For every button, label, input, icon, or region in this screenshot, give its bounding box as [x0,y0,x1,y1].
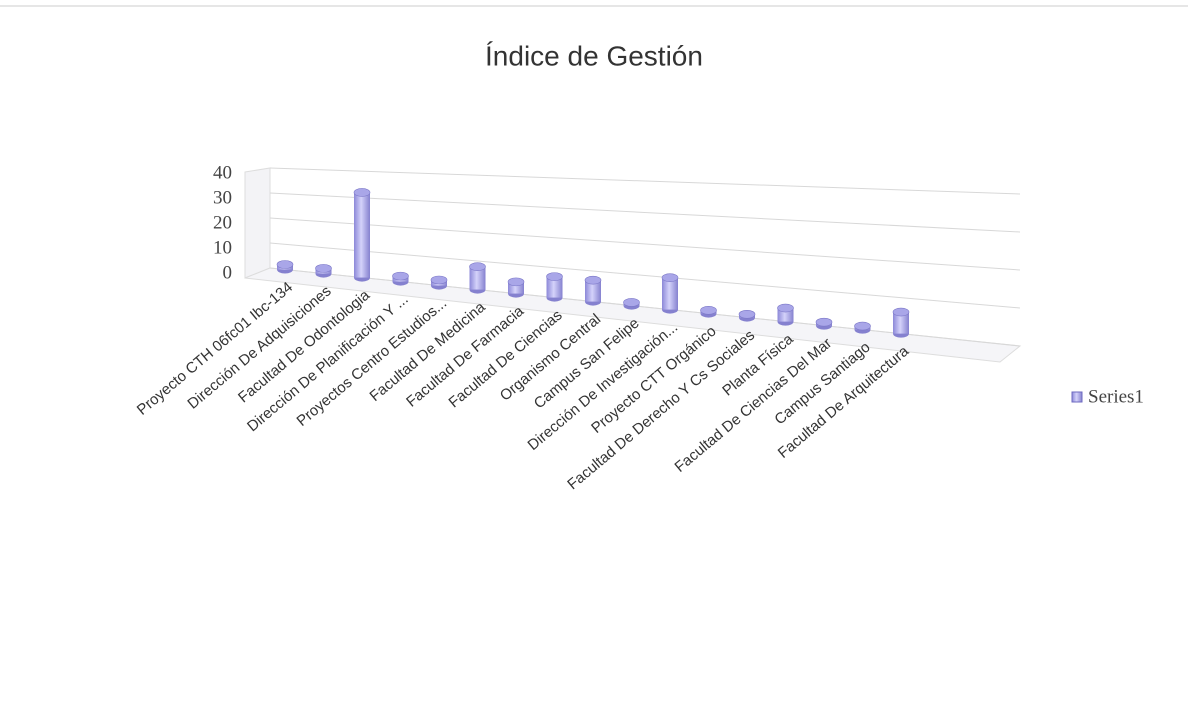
bar-top [430,275,448,285]
bar-top [315,264,332,273]
bar-top [584,275,602,285]
bar-top [623,298,640,307]
bar [662,277,678,310]
bar-top [854,321,871,331]
y-tick-label: 0 [223,262,233,283]
bar-top [738,309,756,319]
y-tick-label: 20 [213,212,232,233]
bar-top [469,262,486,272]
y-tick-label: 10 [213,237,232,258]
legend-label: Series1 [1088,386,1144,407]
bar-top [392,271,409,281]
y-tick-label: 30 [213,187,232,208]
bar-top [353,188,371,197]
bar-top [777,303,794,313]
bar [354,192,370,278]
bar [585,280,601,302]
bar-top [815,317,833,327]
bar [508,281,524,294]
bar [893,312,909,334]
bar-top [546,272,563,281]
chart-title: Índice de Gestión [485,40,703,71]
bar [469,266,486,290]
bar-top [507,277,525,287]
bar-top [276,260,294,269]
legend-swatch [1071,391,1083,403]
grid-line [269,167,1021,195]
grid-line [269,217,1021,271]
bar-top [661,273,679,282]
bar [546,276,563,298]
bar-top [892,307,910,317]
grid-line [269,242,1021,309]
bar-top [700,306,717,315]
side-wall [244,167,271,279]
y-tick-label: 40 [213,162,232,183]
grid-line [269,192,1021,233]
